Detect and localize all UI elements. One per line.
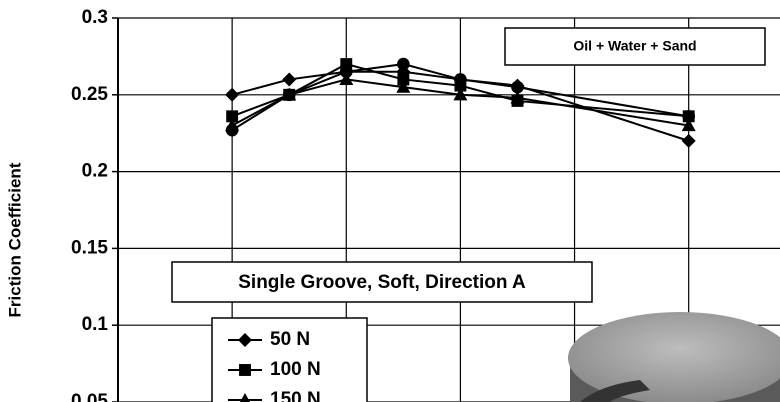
marker — [238, 333, 252, 347]
y-tick-label: 0.25 — [71, 84, 108, 105]
series — [225, 57, 696, 148]
marker — [226, 110, 239, 123]
marker — [282, 88, 296, 102]
marker — [681, 133, 696, 148]
marker — [454, 73, 467, 86]
marker — [225, 87, 240, 102]
marker — [397, 57, 410, 71]
y-tick-label: 0.05 — [71, 391, 108, 402]
disc-image — [568, 312, 780, 402]
marker — [681, 118, 696, 132]
marker — [225, 123, 239, 137]
legend-label: 100 N — [270, 359, 321, 380]
annotation-box — [171, 261, 593, 303]
y-axis-label: Friction Coefficient — [5, 162, 24, 317]
marker — [239, 364, 251, 376]
annotation-box — [504, 27, 766, 66]
marker — [339, 72, 354, 86]
marker — [339, 65, 353, 79]
y-tick-label: 0.2 — [82, 161, 108, 182]
y-tick-label: 0.1 — [82, 314, 109, 335]
marker — [396, 80, 411, 93]
marker — [282, 72, 297, 87]
annotation: Oil + Water + Sand — [573, 38, 696, 54]
marker — [453, 87, 468, 101]
marker — [510, 90, 525, 104]
legend-label: 50 N — [270, 329, 310, 350]
y-tick-label: 0.15 — [71, 237, 108, 258]
marker — [397, 73, 410, 86]
legend-entries: 50 N 100 N 150 N — [228, 329, 321, 402]
y-tick-label: 0.3 — [82, 7, 108, 28]
marker — [682, 110, 695, 123]
marker — [340, 58, 353, 71]
legend-label: 150 N — [270, 389, 321, 402]
marker — [511, 80, 524, 94]
marker — [240, 393, 250, 402]
annotation: Single Groove, Soft, Direction A — [238, 272, 526, 293]
legend — [211, 317, 368, 402]
